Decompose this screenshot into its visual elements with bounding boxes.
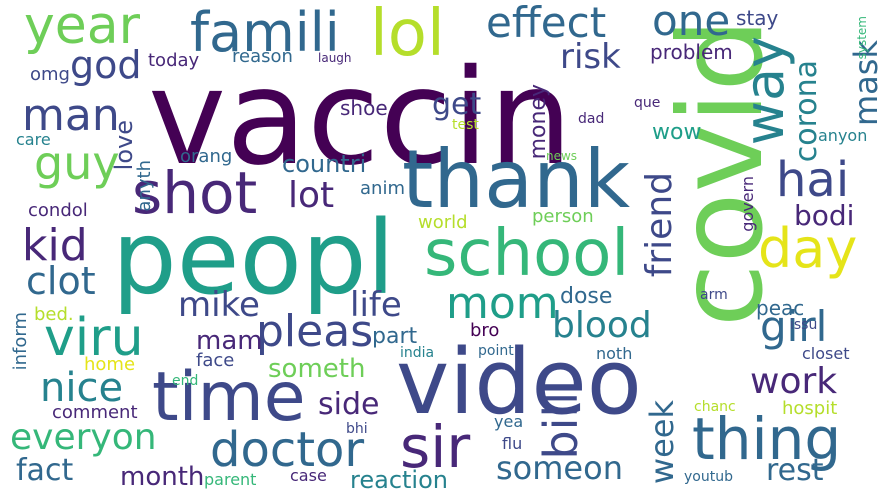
word-one: one	[652, 0, 731, 45]
word-youtub: youtub	[684, 469, 733, 485]
word-dad: dad	[578, 111, 605, 127]
word-end: end	[172, 373, 199, 389]
word-face: face	[196, 350, 235, 371]
word-part: part	[372, 324, 418, 349]
word-thank: thank	[402, 133, 631, 226]
word-issu: issu	[790, 317, 818, 333]
word-yea: yea	[494, 412, 524, 431]
word-risk: risk	[560, 37, 621, 77]
word-nice: nice	[40, 365, 124, 411]
word-shoe: shoe	[340, 96, 388, 120]
word-hai: hai	[776, 152, 850, 208]
word-arm: arm	[700, 287, 728, 303]
word-laugh: laugh	[318, 51, 352, 65]
word-famili: famili	[190, 1, 340, 64]
word-countri: countri	[282, 150, 367, 178]
word-guy: guy	[34, 136, 120, 190]
word-love: love	[110, 120, 138, 171]
word-case: case	[290, 466, 327, 485]
word-home: home	[84, 354, 136, 375]
word-pleas: pleas	[256, 306, 374, 357]
word-life: life	[350, 285, 402, 325]
word-blood: blood	[552, 305, 652, 346]
word-rest: rest	[766, 453, 824, 488]
word-reason: reason	[232, 46, 293, 67]
word-mom: mom	[446, 278, 559, 329]
word-mam: mam	[196, 326, 263, 356]
word-year: year	[24, 0, 141, 56]
word-closet: closet	[802, 344, 850, 363]
word-parent: parent	[204, 470, 257, 489]
word-side: side	[318, 387, 380, 422]
word-time: time	[152, 358, 306, 437]
word-day: day	[758, 217, 858, 280]
word-hospit: hospit	[782, 398, 838, 419]
word-que: que	[634, 95, 661, 111]
word-effect: effect	[486, 0, 607, 47]
word-orang: orang	[180, 146, 233, 167]
word-week: week	[643, 400, 681, 485]
word-noth: noth	[596, 344, 633, 363]
word-stay: stay	[736, 6, 779, 30]
word-anyth: anyth	[134, 160, 155, 212]
word-world: world	[418, 212, 468, 233]
word-inform: inform	[10, 312, 31, 371]
word-someon: someon	[496, 449, 623, 487]
word-mike: mike	[178, 285, 260, 325]
word-god: god	[70, 43, 142, 87]
word-get: get	[432, 87, 482, 122]
word-test: test	[452, 117, 479, 133]
word-problem: problem	[650, 40, 733, 64]
word-point: point	[478, 343, 514, 359]
word-news: news	[546, 149, 578, 163]
word-flu: flu	[502, 434, 523, 453]
word-school: school	[424, 217, 630, 291]
word-work: work	[750, 361, 838, 402]
word-peopl: peopl	[112, 199, 395, 318]
word-kid: kid	[22, 220, 88, 271]
word-girl: girl	[760, 302, 828, 351]
word-way: way	[733, 36, 796, 146]
word-person: person	[532, 206, 594, 227]
word-lot: lot	[288, 175, 335, 216]
word-govern: govern	[738, 176, 757, 232]
word-someth: someth	[268, 354, 366, 384]
word-bodi: bodi	[794, 199, 855, 232]
word-clot: clot	[26, 259, 96, 303]
word-month: month	[120, 462, 205, 492]
word-peac: peac	[756, 296, 805, 320]
word-vaccin: vaccin	[148, 41, 573, 195]
word-shot: shot	[132, 159, 258, 227]
word-india: india	[400, 345, 435, 361]
word-today: today	[148, 50, 200, 71]
word-comment: comment	[52, 402, 138, 423]
word-anim: anim	[360, 178, 405, 199]
word-man: man	[22, 90, 120, 141]
word-bed: bed.	[34, 304, 74, 325]
word-viru: viru	[44, 308, 144, 368]
word-care: care	[16, 130, 51, 149]
word-lol: lol	[370, 0, 445, 71]
word-anyon: anyon	[818, 126, 868, 145]
word-system: system	[855, 16, 869, 60]
word-thing: thing	[692, 405, 842, 473]
word-condol: condol	[28, 200, 88, 221]
word-video: video	[396, 330, 642, 435]
word-dose: dose	[560, 284, 613, 309]
word-omg: omg	[30, 64, 70, 85]
word-fact: fact	[16, 453, 74, 488]
word-corona: corona	[789, 60, 824, 163]
word-wow: wow	[652, 120, 702, 145]
word-everyon: everyon	[10, 417, 157, 458]
word-friend: friend	[639, 172, 680, 278]
word-bro: bro	[470, 320, 500, 341]
word-sir: sir	[400, 413, 471, 481]
word-bhi: bhi	[346, 421, 368, 437]
word-doctor: doctor	[210, 422, 365, 478]
word-reaction: reaction	[350, 466, 448, 494]
word-chanc: chanc	[694, 399, 736, 415]
